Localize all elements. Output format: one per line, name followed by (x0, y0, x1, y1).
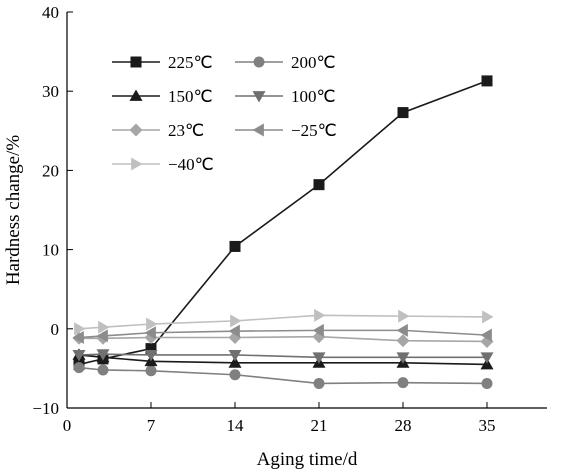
series-line (78, 366, 488, 385)
legend-marker (131, 157, 143, 171)
legend-entry: −25℃ (235, 121, 337, 140)
data-point (480, 328, 492, 342)
legend: 225℃ 200℃ 150℃ 100℃ 23℃ −25℃ −40℃ (112, 53, 337, 174)
data-point (481, 377, 493, 389)
x-tick-label: 35 (479, 416, 496, 435)
legend-label: 23℃ (168, 121, 204, 140)
legend-marker (252, 123, 264, 137)
data-point (145, 343, 157, 355)
data-point (228, 350, 242, 362)
legend-marker (129, 123, 143, 137)
data-point (228, 324, 240, 338)
data-point (145, 365, 157, 377)
data-point (74, 322, 86, 336)
data-point (396, 323, 408, 337)
legend-marker (253, 56, 265, 68)
data-point (397, 107, 409, 119)
data-point (396, 352, 410, 364)
y-tick-label: 30 (42, 82, 59, 101)
y-tick-label: 10 (42, 241, 59, 260)
x-tick-label: 28 (395, 416, 412, 435)
series-line (78, 353, 487, 359)
y-tick-label: 20 (42, 161, 59, 180)
data-point (73, 362, 85, 374)
data-point (229, 369, 241, 381)
series-line (78, 314, 488, 330)
data-point (482, 310, 494, 324)
data-point (312, 352, 326, 364)
data-point (313, 377, 325, 389)
data-point (144, 326, 156, 340)
data-point (97, 364, 109, 376)
x-tick-label: 14 (227, 416, 245, 435)
data-point (398, 309, 410, 323)
legend-marker (130, 56, 142, 68)
data-point (98, 320, 110, 334)
legend-entry: 225℃ (112, 53, 213, 72)
x-tick-label: 21 (311, 416, 328, 435)
series-5 (72, 323, 492, 345)
data-point (312, 323, 324, 337)
y-tick-label: 0 (51, 320, 60, 339)
series-4 (72, 330, 494, 348)
legend-entry: 23℃ (112, 121, 204, 140)
data-point (480, 352, 494, 364)
data-point (314, 308, 326, 322)
y-tick-label: 40 (42, 3, 59, 22)
data-point (72, 350, 86, 362)
legend-label: 150℃ (168, 87, 213, 106)
series-6 (74, 308, 494, 336)
data-point (396, 334, 410, 348)
data-point (481, 75, 493, 87)
legend-label: 225℃ (168, 53, 213, 72)
y-tick-label: −10 (32, 399, 59, 418)
legend-entry: 200℃ (235, 53, 336, 72)
series-3 (72, 349, 494, 364)
y-axis-label: Hardness change/% (3, 135, 24, 286)
data-point (72, 331, 84, 345)
series-1 (73, 362, 493, 389)
legend-entry: 150℃ (112, 87, 213, 106)
x-tick-label: 0 (63, 416, 72, 435)
data-point (144, 350, 158, 362)
legend-label: −25℃ (291, 121, 337, 140)
legend-label: 200℃ (291, 53, 336, 72)
series-line (78, 80, 488, 366)
legend-entry: −40℃ (112, 155, 214, 174)
legend-entry: 100℃ (235, 87, 336, 106)
x-tick-label: 7 (147, 416, 156, 435)
legend-label: 100℃ (291, 87, 336, 106)
data-point (230, 314, 242, 328)
series-layer (72, 75, 494, 389)
data-point (96, 329, 108, 343)
legend-marker (129, 89, 143, 101)
data-point (313, 179, 325, 191)
data-point (228, 356, 242, 368)
x-axis-label: Aging time/d (257, 449, 358, 470)
data-point (397, 377, 409, 389)
data-point (229, 240, 241, 252)
series-line (79, 335, 488, 343)
data-point (146, 317, 158, 331)
data-point (96, 349, 110, 361)
legend-label: −40℃ (168, 155, 214, 174)
legend-marker (252, 91, 266, 103)
